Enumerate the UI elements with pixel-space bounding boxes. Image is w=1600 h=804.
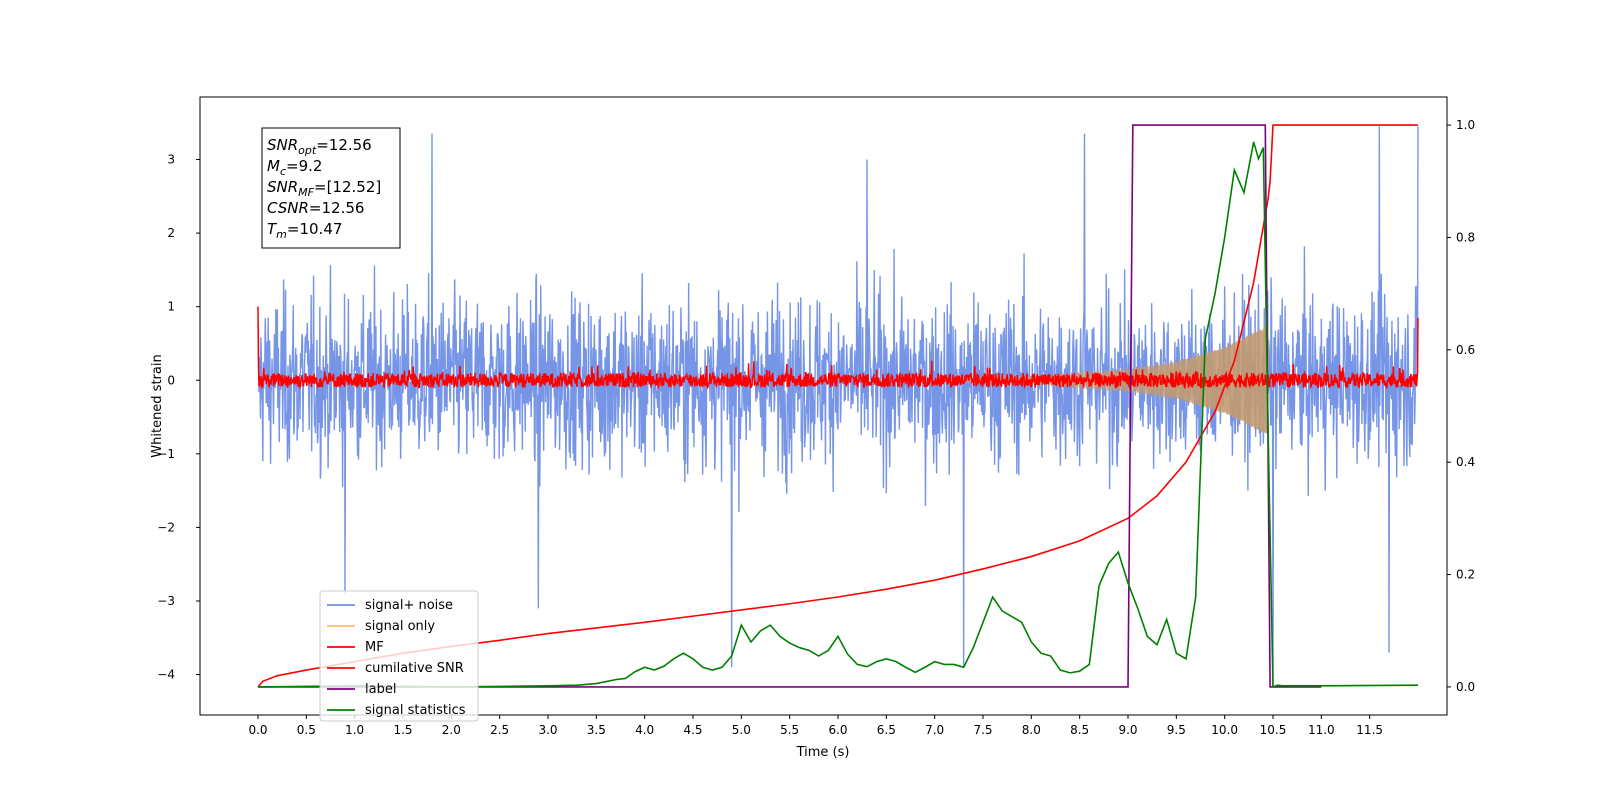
x-tick-label: 10.5 [1260,723,1287,737]
series-signal-statistics-line [257,141,1419,689]
x-tick-label: 6.5 [877,723,896,737]
annotation-line: SNRopt=12.56 [267,136,372,157]
x-tick-label: 8.0 [1022,723,1041,737]
y-axis-left: 3 2 1 0 −1 −2 −3 −4 [157,153,200,682]
x-tick-label: 8.5 [1070,723,1089,737]
legend-label: cumilative SNR [365,661,464,676]
y2-tick-label: 0.2 [1456,568,1475,582]
annotation-line: CSNR=12.56 [267,199,364,217]
legend-label: signal statistics [365,703,466,718]
x-tick-label: 3.0 [538,723,557,737]
y-tick-label: −4 [157,668,175,682]
series-mf-line [257,306,1419,391]
x-tick-label: 11.0 [1308,723,1335,737]
y2-tick-label: 1.0 [1456,118,1475,132]
y-tick-label: 3 [167,153,175,167]
x-tick-label: 6.0 [828,723,847,737]
legend-frame [319,590,479,722]
x-tick-label: 4.0 [635,723,654,737]
y2-tick-label: 0.8 [1456,230,1475,244]
annotation-frame [261,127,401,249]
x-tick-label: 9.0 [1118,723,1137,737]
x-tick-label: 1.0 [345,723,364,737]
y-tick-label: 1 [167,300,175,314]
x-tick-label: 4.5 [683,723,702,737]
legend-label: label [365,682,396,697]
x-tick-label: 2.0 [442,723,461,737]
x-tick-label: 5.5 [780,723,799,737]
y-tick-label: −2 [157,520,175,534]
legend-label: signal only [365,619,435,634]
annotation-line: Tm=10.47 [267,220,342,241]
x-tick-label: 10.0 [1211,723,1238,737]
x-tick-label: 5.0 [732,723,751,737]
x-tick-label: 9.5 [1167,723,1186,737]
y-tick-label: −1 [157,447,175,461]
x-tick-label: 1.5 [393,723,412,737]
legend: signal+ noise signal only MF cumilative SNR… [319,590,479,722]
y-tick-label: 0 [167,373,175,387]
legend-label: MF [365,640,384,655]
y2-tick-label: 0.0 [1456,680,1475,694]
annotation-line: Mc=9.2 [267,157,322,178]
series-label-line [258,124,1322,688]
x-tick-label: 7.0 [925,723,944,737]
x-tick-label: 0.0 [248,723,267,737]
y2-tick-label: 0.6 [1456,343,1475,357]
x-tick-label: 7.5 [973,723,992,737]
annotation-line: SNRMF=[12.52] [267,178,381,199]
x-tick-label: 11.5 [1356,723,1383,737]
series-signal-noise-line [257,126,1419,686]
y2-tick-label: 0.4 [1456,455,1475,469]
y-tick-label: 2 [167,226,175,240]
x-tick-label: 2.5 [490,723,509,737]
y-axis-right: 1.0 0.8 0.6 0.4 0.2 0.0 [1447,118,1475,694]
y-axis-label: Whitened strain [150,354,165,457]
legend-label: signal+ noise [365,598,453,613]
x-axis-label: Time (s) [796,745,850,760]
plot-frame [199,96,1448,716]
x-axis: 0.0 0.5 1.0 1.5 2.0 2.5 3.0 3.5 4.0 4.5 5.0 5.5 6.0 6… [248,715,1383,737]
annotation-box: SNRopt=12.56Mc=9.2SNRMF=[12.52]CSNR=12.5… [261,127,401,249]
y-tick-label: −3 [157,594,175,608]
x-tick-label: 3.5 [587,723,606,737]
x-tick-label: 0.5 [297,723,316,737]
